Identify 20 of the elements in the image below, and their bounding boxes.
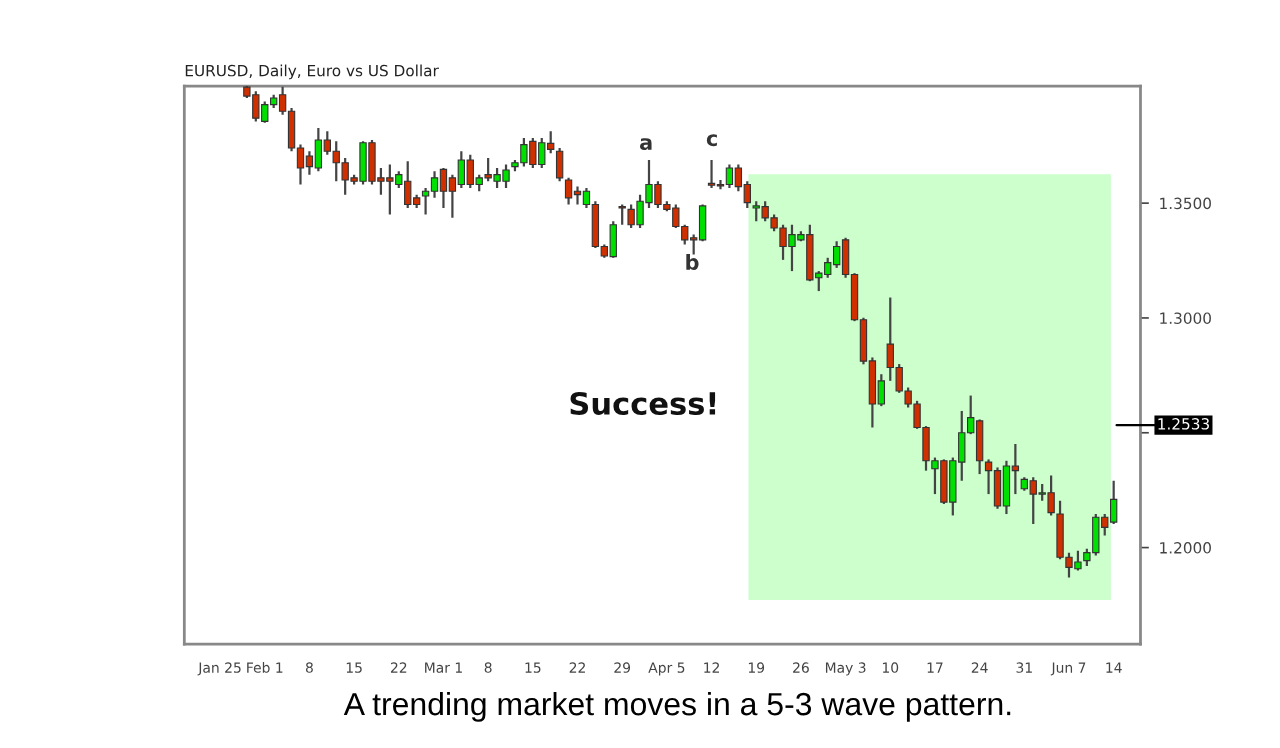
annotation: b — [686, 253, 699, 271]
annotation: a — [640, 138, 652, 151]
annotation: c — [706, 134, 717, 147]
candlestick — [832, 240, 841, 269]
candlestick — [314, 126, 323, 173]
candlestick — [707, 158, 716, 190]
candlestick — [609, 220, 617, 259]
candlestick — [1109, 479, 1118, 526]
candlestick — [618, 203, 626, 226]
candlestick — [457, 150, 466, 190]
annotation: Success! — [570, 391, 716, 416]
candlestick — [564, 176, 573, 206]
candlestick — [993, 466, 1002, 510]
text: A trending market moves in a 5-3 wave pattern. — [343, 691, 1011, 722]
candlestick — [725, 163, 734, 190]
candlestick — [430, 170, 439, 199]
candlestick — [975, 418, 984, 476]
candlestick — [555, 146, 564, 183]
candlestick — [439, 166, 448, 210]
candlestick — [1002, 459, 1011, 516]
